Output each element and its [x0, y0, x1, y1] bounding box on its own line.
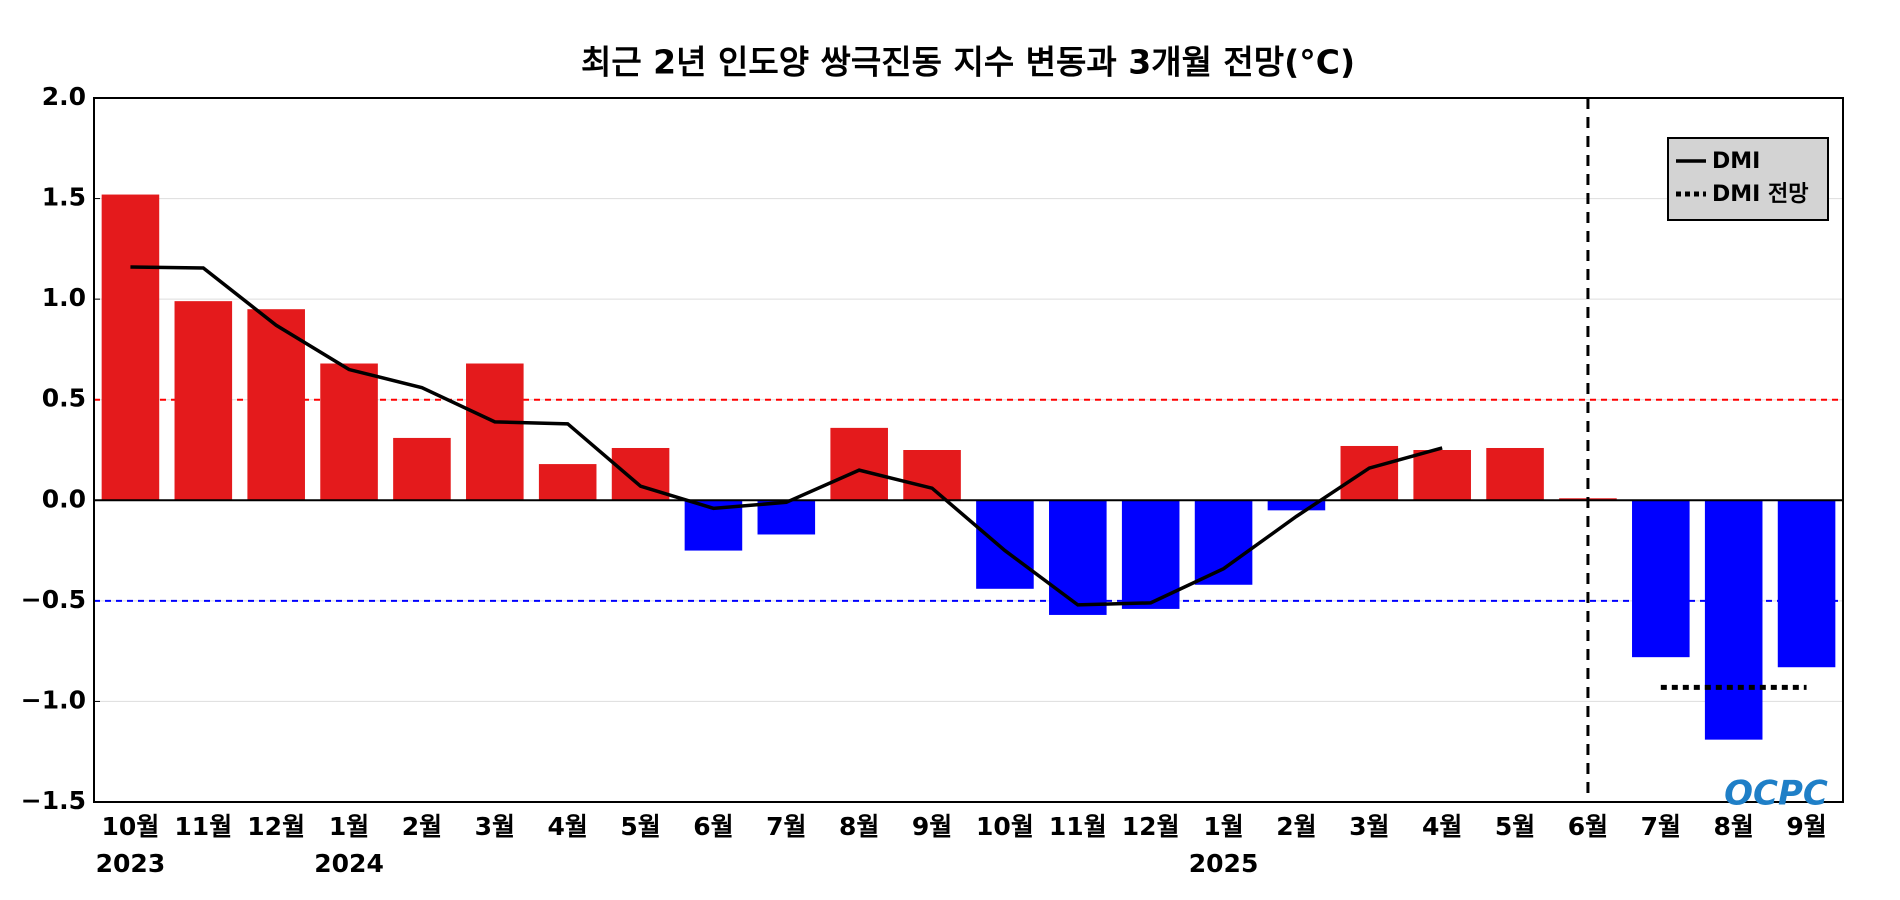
- x-tick-label: 10월: [976, 812, 1034, 841]
- bar: [830, 427, 888, 501]
- y-tick-label: 1.0: [42, 283, 86, 312]
- x-tick-label: 1월: [1203, 812, 1243, 841]
- legend-label: DMI: [1712, 149, 1760, 174]
- y-tick-label: 1.5: [42, 183, 86, 212]
- bar: [976, 500, 1034, 589]
- x-tick-label: 8월: [839, 812, 879, 841]
- bar: [1194, 500, 1253, 585]
- x-tick-label: 12월: [1122, 812, 1180, 841]
- bar: [1121, 500, 1180, 609]
- x-tick-label: 9월: [1786, 812, 1826, 841]
- chart-title: 최근 2년 인도양 쌍극진동 지수 변동과 3개월 전망(°C): [581, 43, 1355, 82]
- bar: [1704, 500, 1763, 740]
- x-tick-label: 3월: [475, 812, 515, 841]
- year-label: 2024: [314, 849, 384, 878]
- legend-label: DMI 전망: [1712, 182, 1808, 207]
- y-tick-label: −1.0: [21, 685, 86, 714]
- bar: [757, 500, 816, 535]
- x-tick-label: 11월: [174, 812, 232, 841]
- bar: [101, 194, 160, 501]
- bar: [1267, 500, 1326, 511]
- logo: OCPC: [1724, 774, 1828, 814]
- bar: [393, 437, 451, 501]
- year-label: 2025: [1189, 849, 1259, 878]
- y-tick-label: −1.5: [21, 786, 86, 815]
- bar: [247, 309, 305, 501]
- bar: [320, 363, 378, 501]
- x-tick-label: 1월: [329, 812, 369, 841]
- x-tick-label: 8월: [1713, 812, 1753, 841]
- bar: [466, 363, 524, 501]
- bar: [1340, 445, 1399, 501]
- plot-frame: [93, 97, 1844, 803]
- x-tick-label: 4월: [547, 812, 587, 841]
- bar: [1632, 500, 1690, 658]
- y-tick-label: 0.0: [42, 484, 86, 513]
- year-label: 2023: [96, 849, 166, 878]
- x-tick-label: 7월: [1641, 812, 1681, 841]
- y-tick-label: 0.5: [42, 384, 86, 413]
- x-tick-label: 6월: [1568, 812, 1608, 841]
- x-tick-label: 5월: [1495, 812, 1535, 841]
- series-line: [130, 265, 1443, 607]
- bar: [1049, 500, 1107, 615]
- x-tick-label: 4월: [1422, 812, 1462, 841]
- bar: [1486, 447, 1544, 501]
- x-tick-label: 5월: [620, 812, 660, 841]
- y-tick-label: −0.5: [21, 585, 86, 614]
- x-tick-label: 7월: [766, 812, 806, 841]
- bar: [1777, 500, 1836, 668]
- x-tick-label: 2월: [1276, 812, 1316, 841]
- bar: [174, 301, 233, 501]
- x-tick-label: 2월: [402, 812, 442, 841]
- x-tick-label: 3월: [1349, 812, 1389, 841]
- bar: [903, 450, 961, 501]
- bar: [1413, 450, 1471, 501]
- x-tick-label: 12월: [247, 812, 305, 841]
- bar: [538, 464, 597, 501]
- x-tick-label: 11월: [1049, 812, 1107, 841]
- legend-box: [1667, 137, 1829, 221]
- y-tick-label: 2.0: [42, 82, 86, 111]
- x-tick-label: 6월: [693, 812, 733, 841]
- x-tick-label: 10월: [102, 812, 160, 841]
- x-tick-label: 9월: [912, 812, 952, 841]
